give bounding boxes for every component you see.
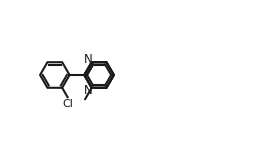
Text: Cl: Cl [63, 99, 73, 109]
Text: N: N [84, 53, 93, 66]
Text: N: N [84, 84, 93, 97]
